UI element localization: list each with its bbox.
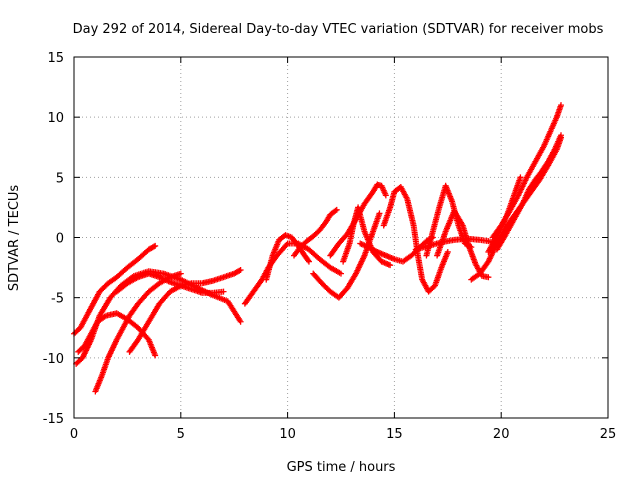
data-point — [444, 248, 451, 255]
data-point — [517, 174, 524, 181]
data-point — [485, 274, 492, 281]
data-point — [283, 241, 290, 248]
x-tick-label: 15 — [386, 427, 403, 442]
data-point — [387, 262, 394, 269]
series-sat-track-10 — [310, 210, 383, 301]
data-point — [305, 257, 312, 264]
data-point — [237, 318, 244, 325]
x-tick-label: 20 — [493, 427, 510, 442]
series-sat-track-12 — [340, 204, 394, 269]
data-point — [305, 258, 312, 265]
data-point — [150, 243, 157, 250]
x-tick-label: 5 — [177, 427, 185, 442]
series-sat-track-20 — [493, 132, 565, 253]
data-point — [338, 270, 344, 277]
series-sat-track-1 — [71, 242, 159, 337]
series-sat-track-19 — [489, 102, 565, 241]
series-sat-track-5 — [126, 266, 244, 355]
series-sat-track-14 — [380, 183, 451, 295]
x-tick-labels: 0 5 10 15 20 25 — [70, 427, 616, 442]
y-tick-label: 5 — [56, 171, 64, 186]
x-tick-label: 10 — [279, 427, 296, 442]
data-point — [152, 242, 159, 249]
x-tick-label: 25 — [600, 427, 617, 442]
grid — [74, 57, 608, 418]
data-point — [237, 266, 244, 273]
data-point — [152, 352, 159, 359]
series-sat-track-7 — [241, 240, 344, 307]
y-tick-label: 10 — [47, 111, 64, 126]
x-tick-label: 0 — [70, 427, 78, 442]
data-point — [332, 207, 339, 214]
chart-title: Day 292 of 2014, Sidereal Day-to-day VTE… — [73, 22, 604, 37]
series-sat-track-15 — [423, 182, 475, 259]
series-sat-track-4 — [75, 310, 159, 359]
y-tick-label: 0 — [56, 232, 64, 247]
data-point — [558, 132, 565, 139]
axis-ticks — [73, 56, 609, 419]
data-point — [558, 102, 565, 109]
data-point — [382, 192, 389, 199]
y-tick-label: -10 — [43, 352, 64, 367]
data-point — [177, 270, 184, 277]
series-sat-track-21 — [485, 174, 524, 255]
y-axis-label: SDTVAR / TECUs — [7, 185, 22, 292]
y-tick-label: 15 — [47, 51, 64, 66]
x-axis-label: GPS time / hours — [287, 460, 396, 475]
series-sat-track-6 — [113, 270, 227, 296]
series-sat-track-3 — [92, 270, 184, 395]
data-point — [333, 206, 340, 213]
data-point — [236, 267, 243, 274]
series-sat-track-9 — [291, 206, 340, 259]
y-tick-label: -5 — [51, 292, 64, 307]
data-point — [220, 288, 227, 295]
series-sat-track-8 — [263, 232, 312, 283]
data-point — [376, 210, 383, 217]
y-tick-label: -15 — [43, 412, 64, 427]
y-tick-labels: -15 -10 -5 0 5 10 15 — [43, 51, 64, 427]
data-points — [71, 102, 565, 395]
